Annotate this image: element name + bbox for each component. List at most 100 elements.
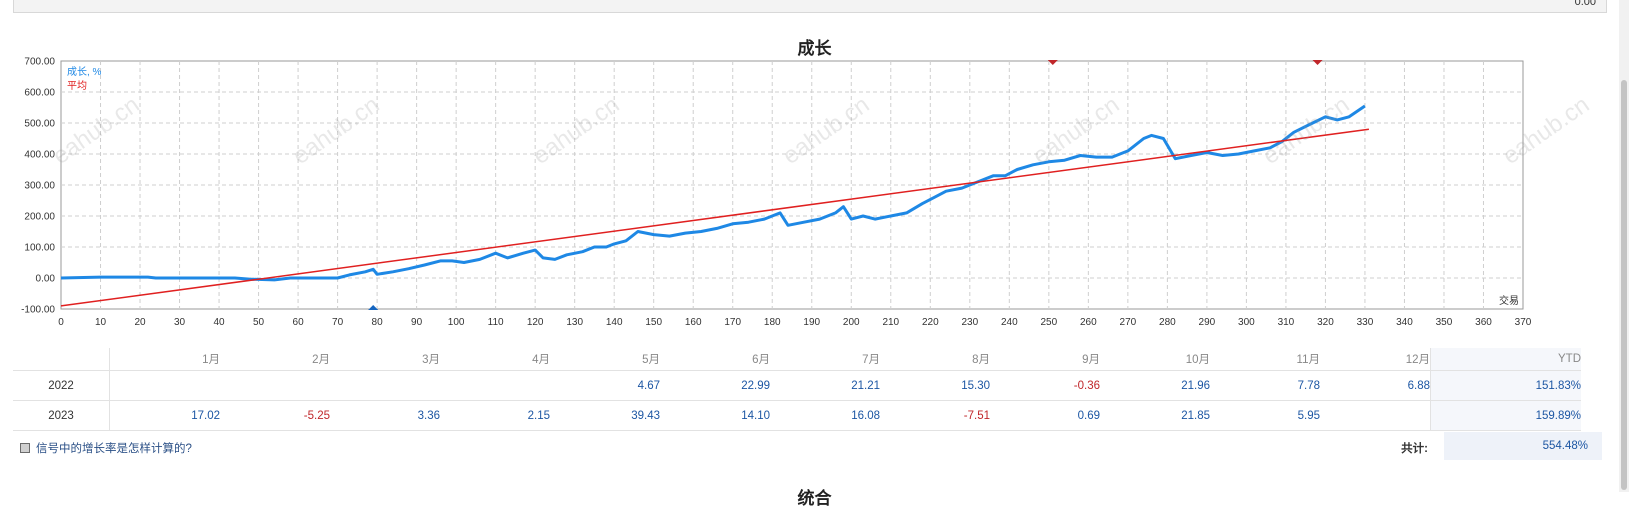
month-value-cell: [1320, 400, 1431, 431]
month-header: 10月: [1100, 348, 1210, 371]
month-value-cell: -7.51: [880, 400, 990, 431]
year-cell: 2023: [13, 400, 110, 431]
table-row: 2022 4.67 22.99 21.21 15.30 -0.36 21.96 7.78 6.8…: [13, 370, 1581, 401]
page-scrollbar[interactable]: [1619, 0, 1629, 492]
x-tick-label: 280: [1159, 317, 1176, 328]
x-tick-label: 360: [1475, 317, 1492, 328]
month-header: 3月: [330, 348, 440, 371]
month-value-cell: [440, 370, 550, 401]
table-row: 2023 17.02 -5.25 3.36 2.15 39.43 14.10 16.08 -7.…: [13, 400, 1581, 431]
x-tick-label: 150: [645, 317, 662, 328]
x-tick-label: 190: [803, 317, 820, 328]
month-value-cell: 6.88: [1320, 370, 1431, 401]
month-header: 11月: [1210, 348, 1320, 371]
month-value-cell: [330, 370, 440, 401]
month-value-cell: 4.67: [550, 370, 660, 401]
month-value-cell: 22.99: [660, 370, 770, 401]
x-tick-label: 180: [764, 317, 781, 328]
x-tick-label: 270: [1120, 317, 1137, 328]
year-cell: 2022: [13, 370, 110, 401]
x-tick-label: 340: [1396, 317, 1413, 328]
month-value-cell: 39.43: [550, 400, 660, 431]
x-tick-label: 200: [843, 317, 860, 328]
x-tick-label: 110: [488, 317, 504, 328]
x-tick-label: 350: [1436, 317, 1453, 328]
x-tick-label: 160: [685, 317, 702, 328]
y-tick-label: 200.00: [24, 212, 55, 223]
month-header: 4月: [440, 348, 550, 371]
growth-chart: 0 10 20 30 40 50 60 70 80 90 100 110 120 130 140 150 160…: [21, 57, 1594, 329]
month-value-cell: 2.15: [440, 400, 550, 431]
x-tick-label: 130: [566, 317, 583, 328]
x-tick-label: 300: [1238, 317, 1255, 328]
x-tick-label: 70: [332, 317, 344, 328]
y-tick-label: 500.00: [24, 119, 55, 130]
total-cell: 554.48%: [1444, 432, 1602, 460]
month-value-cell: -5.25: [220, 400, 330, 431]
month-value-cell: 21.21: [770, 370, 880, 401]
y-tick-label: 600.00: [24, 88, 55, 99]
month-value-cell: 17.02: [109, 400, 220, 431]
deposit-marker: [368, 305, 379, 310]
month-header: 12月: [1320, 348, 1431, 371]
legend-entry: 成长, %: [67, 66, 102, 78]
x-tick-label: 320: [1317, 317, 1334, 328]
growth-help-text[interactable]: 信号中的增长率是怎样计算的?: [36, 443, 192, 455]
legend-entry: 平均: [67, 80, 87, 92]
month-header: 2月: [220, 348, 330, 371]
month-value-cell: 5.95: [1210, 400, 1320, 431]
month-header: 7月: [770, 348, 880, 371]
top-summary-bar: 0.00: [13, 0, 1607, 13]
table-header-row: 1月 2月 3月 4月 5月 6月 7月 8月 9月 10月 11月 12月 YTD: [13, 348, 1581, 371]
x-tick-label: 40: [213, 317, 225, 328]
y-tick-label: 700.00: [24, 57, 55, 68]
month-value-cell: 7.78: [1210, 370, 1320, 401]
monthly-growth-table: 1月 2月 3月 4月 5月 6月 7月 8月 9月 10月 11月 12月 YTD 2022 4.67 22…: [13, 348, 1581, 431]
x-tick-label: 370: [1515, 317, 1532, 328]
y-tick-label: 400.00: [24, 150, 55, 161]
withdrawal-marker: [1047, 60, 1058, 65]
month-header: 6月: [660, 348, 770, 371]
expand-icon[interactable]: [20, 443, 30, 453]
month-value-cell: -0.36: [990, 370, 1100, 401]
next-section-title: 统合: [797, 489, 832, 508]
y-tick-label: 100.00: [24, 243, 55, 254]
x-tick-label: 100: [448, 317, 465, 328]
growth-series-line: [60, 104, 1366, 282]
month-header: 1月: [109, 348, 220, 371]
month-header: 8月: [880, 348, 990, 371]
x-tick-label: 0: [58, 317, 64, 328]
average-series-line: [60, 128, 1370, 307]
x-tick-label: 30: [174, 317, 186, 328]
growth-help-link[interactable]: 信号中的增长率是怎样计算的?: [20, 440, 192, 456]
month-value-cell: 14.10: [660, 400, 770, 431]
x-tick-label: 310: [1278, 317, 1295, 328]
ytd-header: YTD: [1430, 348, 1581, 371]
month-header: 9月: [990, 348, 1100, 371]
total-label: 共计:: [1401, 443, 1428, 455]
x-tick-label: 90: [411, 317, 423, 328]
x-tick-label: 170: [724, 317, 741, 328]
month-value-cell: 3.36: [330, 400, 440, 431]
x-tick-label: 240: [1001, 317, 1018, 328]
x-tick-label: 10: [95, 317, 107, 328]
y-tick-label: -100.00: [21, 305, 55, 316]
x-tick-label: 20: [134, 317, 146, 328]
x-tick-label: 120: [527, 317, 544, 328]
x-tick-label: 330: [1357, 317, 1374, 328]
withdrawal-marker: [1312, 60, 1323, 65]
x-tick-label: 80: [372, 317, 384, 328]
scrollbar-thumb[interactable]: [1621, 80, 1627, 490]
month-value-cell: [220, 370, 330, 401]
x-tick-label: 60: [293, 317, 305, 328]
month-value-cell: 15.30: [880, 370, 990, 401]
chart-title: 成长: [797, 39, 832, 58]
y-tick-label: 300.00: [24, 181, 55, 192]
total-value: 554.48%: [1542, 440, 1588, 452]
month-value-cell: 21.85: [1100, 400, 1210, 431]
ytd-cell: 159.89%: [1430, 400, 1581, 431]
x-tick-label: 210: [882, 317, 899, 328]
x-tick-label: 220: [922, 317, 939, 328]
month-value-cell: 0.69: [990, 400, 1100, 431]
month-value-cell: 21.96: [1100, 370, 1210, 401]
